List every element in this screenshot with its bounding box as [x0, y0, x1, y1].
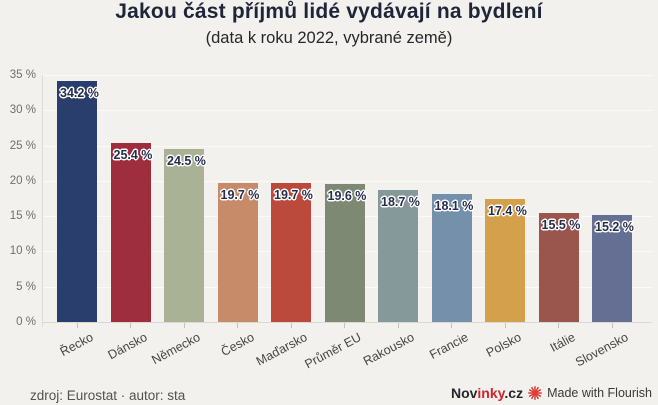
bar-value-label: 19.7 % [274, 187, 313, 202]
made-with-flourish-link[interactable]: Made with Flourish [547, 386, 652, 400]
x-axis-tick [611, 323, 613, 328]
chart-subtitle: (data k roku 2022, vybrané země) [205, 29, 453, 47]
y-axis-tick-label: 35 % [9, 69, 36, 81]
y-axis-tick-label: 30 % [9, 104, 36, 117]
x-axis-tick [130, 323, 131, 328]
bar-value-label: 17.4 % [488, 204, 527, 219]
y-axis-tick-label: 15 % [9, 210, 36, 223]
bar-Itálie[interactable] [538, 212, 579, 322]
novinky-logo[interactable]: Novinky.cz [451, 385, 523, 401]
y-axis-tick-label: 25 % [9, 139, 36, 152]
y-axis-line [42, 75, 43, 327]
novinky-logo-prefix: Nov [450, 385, 478, 401]
chart-title: Jakou část příjmů lidé vydávají na bydle… [115, 0, 543, 23]
bar-value-label: 18.1 % [434, 199, 474, 214]
x-axis-tick [558, 323, 559, 328]
bar-value-label: 34.2 % [60, 85, 99, 100]
y-axis-tick-label: 0 % [16, 316, 36, 328]
bar-Německo[interactable] [164, 149, 204, 322]
bar-Slovensko[interactable] [592, 214, 632, 322]
bar-value-label: 25.4 % [113, 147, 153, 162]
y-gridline [42, 180, 652, 182]
y-gridline [42, 75, 652, 76]
bar-value-label: 15.5 % [541, 217, 581, 232]
flourish-starburst-icon [528, 386, 543, 400]
bar-Polsko[interactable] [485, 199, 525, 322]
novinky-logo-suffix: .cz [504, 385, 524, 401]
bar-value-label: 15.2 % [595, 219, 634, 234]
y-gridline [42, 145, 652, 147]
y-axis-tick-label: 10 % [9, 245, 36, 258]
y-axis-tick-label: 20 % [9, 174, 36, 187]
bar-Francie[interactable] [431, 194, 472, 322]
bar-Česko[interactable] [217, 182, 258, 322]
bar-Dánsko[interactable] [110, 142, 151, 322]
bar-Průměr EU[interactable] [324, 183, 365, 322]
x-axis-tick [183, 323, 185, 328]
novinky-logo-highlight: inky [477, 385, 505, 401]
bar-Řecko[interactable] [57, 80, 97, 322]
x-axis-tick [237, 323, 238, 328]
y-gridline [42, 322, 652, 323]
source-credit: zdroj: Eurostat · autor: sta [30, 388, 186, 403]
x-axis-tick [290, 323, 292, 328]
bar-value-label: 19.6 % [327, 188, 367, 203]
bar-value-label: 19.7 % [220, 187, 260, 202]
x-axis-tick [344, 323, 345, 328]
bar-value-label: 24.5 % [167, 154, 206, 169]
x-axis-tick [504, 323, 506, 328]
x-axis-tick [451, 323, 452, 328]
y-gridline [42, 110, 652, 112]
bar-value-label: 18.7 % [381, 195, 420, 210]
y-axis-tick-label: 5 % [16, 280, 36, 293]
bar-Maďarsko[interactable] [271, 182, 311, 322]
x-axis-tick [76, 323, 78, 328]
footer-attribution: Novinky.cz Made with Flourish [451, 385, 652, 401]
x-axis-tick [397, 323, 399, 328]
bar-Rakousko[interactable] [378, 190, 418, 322]
